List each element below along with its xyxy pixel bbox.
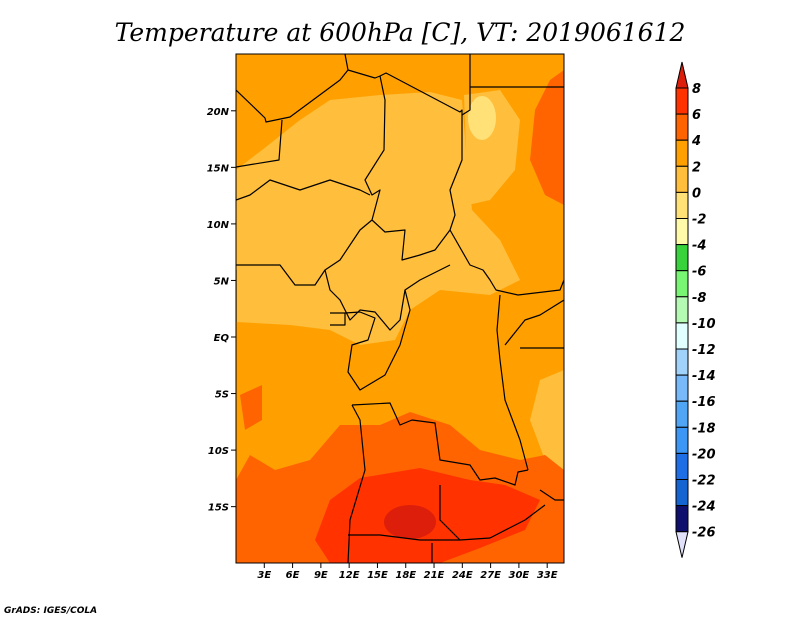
lat-tick-label: 15S: [208, 503, 229, 514]
lon-tick-label: 30E: [509, 570, 530, 581]
colorbar-label: -2: [692, 213, 706, 228]
colorbar-label: -20: [692, 447, 716, 462]
lon-tick-label: 6E: [286, 570, 300, 581]
colorbar-label: -26: [692, 526, 716, 541]
colorbar-segment: [675, 348, 689, 376]
colorbar-label: -12: [692, 343, 716, 358]
lat-tick-label: 20N: [207, 107, 230, 118]
lon-tick-label: 9E: [314, 570, 328, 581]
lon-tick-label: 12E: [339, 570, 360, 581]
longitude-axis: 3E 6E 9E 12E 15E 18E 21E 24E 27E 30E 33E: [257, 563, 558, 581]
colorbar-segment: [675, 426, 689, 454]
field-0-to-2-north: [236, 92, 520, 345]
colorbar-below-arrow: [675, 531, 689, 558]
lon-tick-label: 18E: [395, 570, 416, 581]
colorbar-label: -14: [692, 369, 716, 384]
colorbar-label: -24: [692, 500, 716, 515]
lat-tick-label: EQ: [214, 333, 230, 344]
lon-tick-label: 24E: [452, 570, 473, 581]
field-above-8: [384, 505, 436, 539]
colorbar-segment: [675, 479, 689, 507]
lat-tick-label: 10N: [207, 220, 230, 231]
lat-tick-label: 5N: [214, 276, 230, 287]
field-0-to-2-lakes: [530, 370, 564, 470]
colorbar-segment: [675, 87, 689, 115]
map-panel: 20N 15N 10N 5N EQ 5S 10S 15S 3E 6E 9E 12E 15E 18E 21E…: [207, 53, 565, 581]
colorbar-label: -4: [692, 239, 706, 254]
latitude-axis: 20N 15N 10N 5N EQ 5S 10S 15S: [207, 107, 236, 514]
grads-credit: GrADS: IGES/COLA: [4, 606, 97, 616]
colorbar-segment: [675, 296, 689, 324]
colorbar-segment: [675, 244, 689, 272]
colorbar-segment: [675, 374, 689, 402]
colorbar-above-arrow: [675, 61, 689, 89]
colorbar-label: -6: [692, 265, 706, 280]
colorbar-segment: [675, 218, 689, 246]
lon-tick-label: 15E: [367, 570, 388, 581]
colorbar: 8 6 4 2 0 -2 -4 -6 -8 -10 -12 -14 -16 -18 -20 -22 -24 -26: [675, 61, 716, 558]
colorbar-label: 8: [692, 82, 701, 97]
colorbar-label: 6: [692, 108, 701, 123]
colorbar-label: -16: [692, 395, 716, 410]
lat-tick-label: 10S: [208, 446, 229, 457]
colorbar-label: 4: [691, 134, 701, 149]
country-borders: [236, 54, 564, 563]
colorbar-segment: [675, 113, 689, 141]
field-4-to-6-northeast: [530, 70, 564, 205]
colorbar-label: -10: [692, 317, 716, 332]
colorbar-segment: [675, 452, 689, 480]
lon-tick-label: 21E: [424, 570, 445, 581]
lat-tick-label: 5S: [215, 390, 229, 401]
lat-tick-label: 15N: [207, 163, 230, 174]
colorbar-label: 0: [692, 186, 701, 201]
colorbar-label: -18: [692, 421, 716, 436]
field-4-to-6-west: [240, 385, 262, 430]
colorbar-segment: [675, 270, 689, 298]
colorbar-segment: [675, 400, 689, 428]
colorbar-segment: [675, 505, 689, 533]
colorbar-segment: [675, 322, 689, 350]
colorbar-segment: [675, 165, 689, 193]
chart-title: Temperature at 600hPa [C], VT: 201906161…: [115, 18, 686, 47]
colorbar-segment: [675, 139, 689, 167]
lon-tick-label: 27E: [480, 570, 501, 581]
colorbar-label: -22: [692, 474, 716, 489]
colorbar-label: 2: [692, 160, 701, 175]
colorbar-label: -8: [692, 291, 706, 306]
lon-tick-label: 3E: [257, 570, 271, 581]
field-minus2-to-0: [468, 96, 496, 140]
lon-tick-label: 33E: [537, 570, 558, 581]
colorbar-segment: [675, 191, 689, 219]
map-frame: [235, 53, 565, 564]
